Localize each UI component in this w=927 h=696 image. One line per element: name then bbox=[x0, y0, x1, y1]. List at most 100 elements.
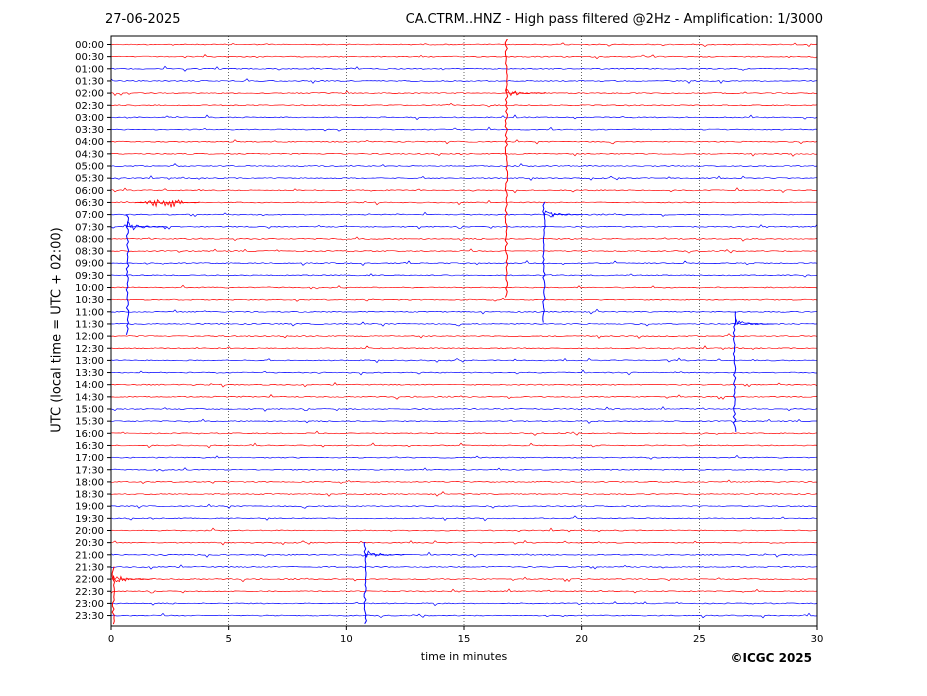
y-tick-label-11:30: 11:30 bbox=[75, 319, 104, 330]
event-coda-3 bbox=[127, 221, 167, 231]
y-tick-label-08:30: 08:30 bbox=[75, 247, 104, 258]
trace-01:00 bbox=[110, 65, 818, 72]
x-tick-label-15: 15 bbox=[458, 634, 471, 645]
y-tick-label-05:00: 05:00 bbox=[75, 162, 104, 173]
trace-11:00 bbox=[110, 308, 818, 315]
y-tick-label-18:30: 18:30 bbox=[75, 490, 104, 501]
y-tick-label-22:00: 22:00 bbox=[75, 575, 104, 586]
y-tick-label-17:30: 17:30 bbox=[75, 465, 104, 476]
x-tick-layer: 0 5 10 15 20 25 30 bbox=[108, 626, 824, 645]
trace-14:00 bbox=[110, 382, 818, 388]
y-tick-label-01:30: 01:30 bbox=[75, 76, 104, 87]
trace-03:00 bbox=[110, 114, 818, 121]
y-tick-label-16:00: 16:00 bbox=[75, 429, 104, 440]
trace-15:30 bbox=[110, 418, 817, 424]
trace-08:30 bbox=[110, 248, 818, 254]
y-tick-label-15:00: 15:00 bbox=[75, 405, 104, 416]
y-tick-label-10:30: 10:30 bbox=[75, 295, 104, 306]
trace-18:30 bbox=[110, 491, 818, 497]
trace-12:30 bbox=[110, 345, 817, 350]
x-tick-label-10: 10 bbox=[340, 634, 353, 645]
y-tick-label-21:30: 21:30 bbox=[75, 562, 104, 573]
trace-04:00 bbox=[110, 139, 818, 145]
y-tick-label-04:30: 04:30 bbox=[75, 149, 104, 160]
event-coda-6 bbox=[113, 575, 153, 583]
trace-13:00 bbox=[110, 357, 817, 364]
trace-17:00 bbox=[110, 454, 818, 460]
trace-19:00 bbox=[110, 503, 818, 509]
trace-10:30 bbox=[110, 297, 818, 302]
trace-layer bbox=[110, 42, 818, 619]
trace-14:30 bbox=[110, 394, 817, 400]
y-tick-label-04:00: 04:00 bbox=[75, 137, 104, 148]
y-tick-label-23:00: 23:00 bbox=[75, 599, 104, 610]
y-tick-label-19:30: 19:30 bbox=[75, 514, 104, 525]
chart-title: CA.CTRM..HNZ - High pass filtered @2Hz -… bbox=[405, 12, 823, 27]
y-tick-label-12:00: 12:00 bbox=[75, 332, 104, 343]
y-tick-label-17:00: 17:00 bbox=[75, 453, 104, 464]
y-tick-label-06:00: 06:00 bbox=[75, 186, 104, 197]
x-axis-label: time in minutes bbox=[420, 650, 508, 663]
trace-17:30 bbox=[110, 467, 818, 472]
event-spike-0 bbox=[504, 39, 509, 298]
trace-07:00 bbox=[110, 211, 818, 218]
y-tick-label-13:00: 13:00 bbox=[75, 356, 104, 367]
trace-23:30 bbox=[110, 612, 818, 619]
y-tick-label-07:30: 07:30 bbox=[75, 222, 104, 233]
trace-05:00 bbox=[110, 163, 818, 168]
y-tick-label-19:00: 19:00 bbox=[75, 502, 104, 513]
trace-12:00 bbox=[110, 333, 818, 339]
trace-16:00 bbox=[110, 430, 818, 436]
y-tick-label-23:30: 23:30 bbox=[75, 611, 104, 622]
y-tick-label-11:00: 11:00 bbox=[75, 307, 104, 318]
trace-11:30 bbox=[110, 321, 818, 327]
trace-15:00 bbox=[110, 406, 818, 412]
y-tick-label-02:00: 02:00 bbox=[75, 89, 104, 100]
event-burst-1 bbox=[134, 198, 200, 208]
y-tick-label-21:00: 21:00 bbox=[75, 550, 104, 561]
trace-22:00 bbox=[110, 576, 818, 583]
y-tick-label-09:30: 09:30 bbox=[75, 271, 104, 282]
trace-21:00 bbox=[110, 551, 818, 558]
x-tick-label-5: 5 bbox=[225, 634, 231, 645]
y-tick-label-03:00: 03:00 bbox=[75, 113, 104, 124]
trace-00:00 bbox=[110, 42, 818, 48]
trace-08:00 bbox=[110, 236, 818, 242]
y-tick-label-15:30: 15:30 bbox=[75, 417, 104, 428]
y-tick-label-00:00: 00:00 bbox=[75, 40, 104, 51]
trace-19:30 bbox=[110, 515, 817, 522]
trace-09:30 bbox=[110, 273, 818, 278]
trace-23:00 bbox=[110, 601, 818, 607]
trace-21:30 bbox=[110, 564, 818, 570]
y-tick-label-07:00: 07:00 bbox=[75, 210, 104, 221]
trace-10:00 bbox=[110, 284, 818, 290]
trace-06:00 bbox=[110, 187, 818, 194]
event-coda-5 bbox=[364, 550, 405, 559]
x-tick-label-25: 25 bbox=[693, 634, 706, 645]
y-tick-label-18:00: 18:00 bbox=[75, 477, 104, 488]
trace-05:30 bbox=[110, 175, 818, 181]
y-tick-label-00:30: 00:30 bbox=[75, 52, 104, 63]
y-tick-label-10:00: 10:00 bbox=[75, 283, 104, 294]
trace-00:30 bbox=[110, 53, 818, 60]
trace-03:30 bbox=[110, 126, 818, 132]
trace-16:30 bbox=[110, 442, 818, 449]
x-tick-label-30: 30 bbox=[811, 634, 824, 645]
y-tick-label-01:00: 01:00 bbox=[75, 64, 104, 75]
y-tick-label-03:30: 03:30 bbox=[75, 125, 104, 136]
trace-13:30 bbox=[110, 369, 817, 376]
y-tick-label-05:30: 05:30 bbox=[75, 174, 104, 185]
trace-02:30 bbox=[110, 102, 818, 108]
y-tick-label-16:30: 16:30 bbox=[75, 441, 104, 452]
event-coda-4 bbox=[734, 318, 774, 326]
event-coda-2 bbox=[543, 210, 583, 218]
y-tick-label-12:30: 12:30 bbox=[75, 344, 104, 355]
event-spike-3 bbox=[125, 214, 130, 335]
y-tick-label-09:00: 09:00 bbox=[75, 259, 104, 270]
y-tick-label-14:00: 14:00 bbox=[75, 380, 104, 391]
trace-06:30 bbox=[110, 199, 818, 206]
trace-02:00 bbox=[110, 90, 818, 96]
y-tick-label-13:30: 13:30 bbox=[75, 368, 104, 379]
y-tick-label-08:00: 08:00 bbox=[75, 234, 104, 245]
